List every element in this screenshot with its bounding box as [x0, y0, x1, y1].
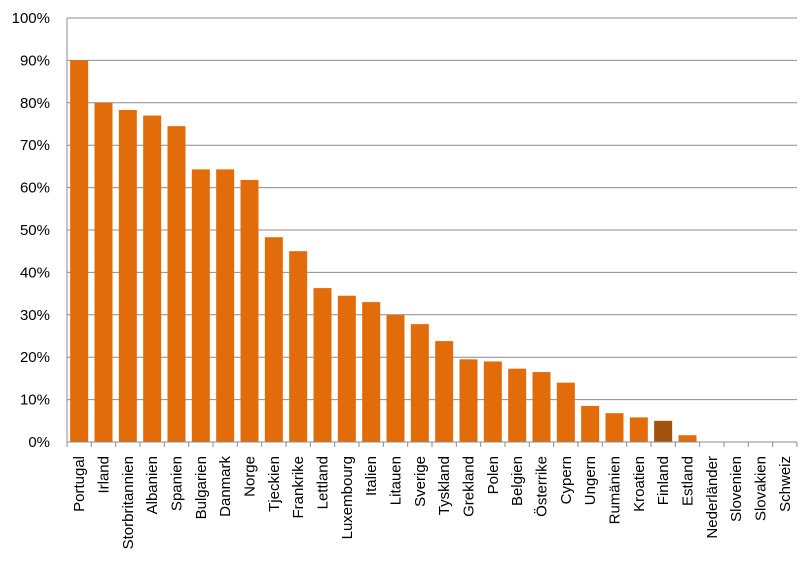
- x-category-label: Bulgarien: [193, 456, 210, 519]
- y-tick-label: 20%: [20, 349, 50, 366]
- x-category-label: Cypern: [558, 456, 575, 504]
- x-category-label: Kroatien: [631, 456, 648, 512]
- bar-kroatien: [629, 417, 648, 442]
- x-category-label: Belgien: [509, 456, 526, 506]
- bars: [70, 60, 697, 443]
- bar-tjeckien: [264, 237, 283, 442]
- y-tick-label: 30%: [20, 307, 50, 324]
- x-category-label: Ungern: [582, 456, 599, 505]
- x-category-label: Finland: [655, 456, 672, 505]
- bar-belgien: [508, 368, 527, 442]
- bar-grekland: [459, 359, 478, 442]
- y-tick-label: 50%: [20, 222, 50, 239]
- x-category-label: Lettland: [315, 456, 332, 509]
- bar-cypern: [556, 382, 575, 442]
- bar-danmark: [216, 169, 235, 443]
- bar-tyskland: [435, 341, 454, 442]
- x-category-label: Grekland: [461, 456, 478, 517]
- x-category-label: Tyskland: [436, 456, 453, 515]
- bar-storbritannien: [118, 110, 137, 443]
- x-category-label: Estland: [680, 456, 697, 506]
- y-tick-label: 0%: [28, 434, 50, 451]
- bar-albanien: [143, 115, 162, 443]
- bar-spanien: [167, 126, 186, 443]
- y-tick-label: 90%: [20, 52, 50, 69]
- bar-portugal: [70, 60, 89, 443]
- bar-bulgarien: [191, 169, 210, 443]
- y-tick-label: 70%: [20, 137, 50, 154]
- x-category-label: Danmark: [217, 456, 234, 517]
- x-category-label: Luxembourg: [339, 456, 356, 539]
- x-category-label: Irland: [96, 456, 113, 494]
- bar-ungern: [581, 405, 600, 442]
- bar-rumänien: [605, 413, 624, 442]
- y-tick-label: 10%: [20, 392, 50, 409]
- bar-luxembourg: [337, 295, 356, 442]
- bar-litauen: [386, 314, 405, 442]
- gridlines: [67, 17, 797, 443]
- y-tick-label: 100%: [12, 10, 50, 27]
- x-category-label: Österrike: [533, 456, 551, 517]
- x-category-label: Norge: [242, 456, 259, 497]
- x-category-label: Albanien: [144, 456, 161, 514]
- x-category-label: Storbritannien: [120, 456, 137, 549]
- bar-österrike: [532, 372, 551, 442]
- x-category-label: Litauen: [388, 456, 405, 505]
- bar-polen: [483, 361, 502, 442]
- bar-italien: [362, 302, 381, 442]
- x-category-label: Polen: [485, 456, 502, 494]
- bar-norge: [240, 179, 259, 442]
- x-category-label: Italien: [363, 456, 380, 496]
- x-category-label: Tjeckien: [266, 456, 283, 512]
- bar-sverige: [410, 324, 429, 442]
- bar-irland: [94, 102, 113, 443]
- y-axis-tick-labels: 0% 10% 20% 30% 40% 50% 60% 70% 80% 90% 100%: [12, 10, 50, 451]
- x-category-label: Nederländer: [704, 456, 721, 539]
- bar-lettland: [313, 288, 332, 442]
- x-category-label: Slovenien: [728, 456, 745, 522]
- x-category-label: Sverige: [412, 456, 429, 507]
- y-tick-label: 40%: [20, 264, 50, 281]
- x-category-label: Spanien: [169, 456, 186, 511]
- x-category-label: Frankrike: [290, 456, 307, 519]
- x-category-label: Rumänien: [607, 456, 624, 524]
- bar-finland: [654, 420, 673, 442]
- x-axis-category-labels: Portugal Irland Storbritannien Albanien Span…: [71, 456, 794, 550]
- x-category-label: Slovakien: [753, 456, 770, 521]
- bar-frankrike: [289, 251, 308, 442]
- bar-estland: [678, 435, 697, 442]
- axes: [66, 18, 798, 447]
- y-tick-label: 80%: [20, 95, 50, 112]
- x-category-label: Schweiz: [777, 456, 794, 512]
- x-category-label: Portugal: [71, 456, 88, 512]
- y-tick-label: 60%: [20, 180, 50, 197]
